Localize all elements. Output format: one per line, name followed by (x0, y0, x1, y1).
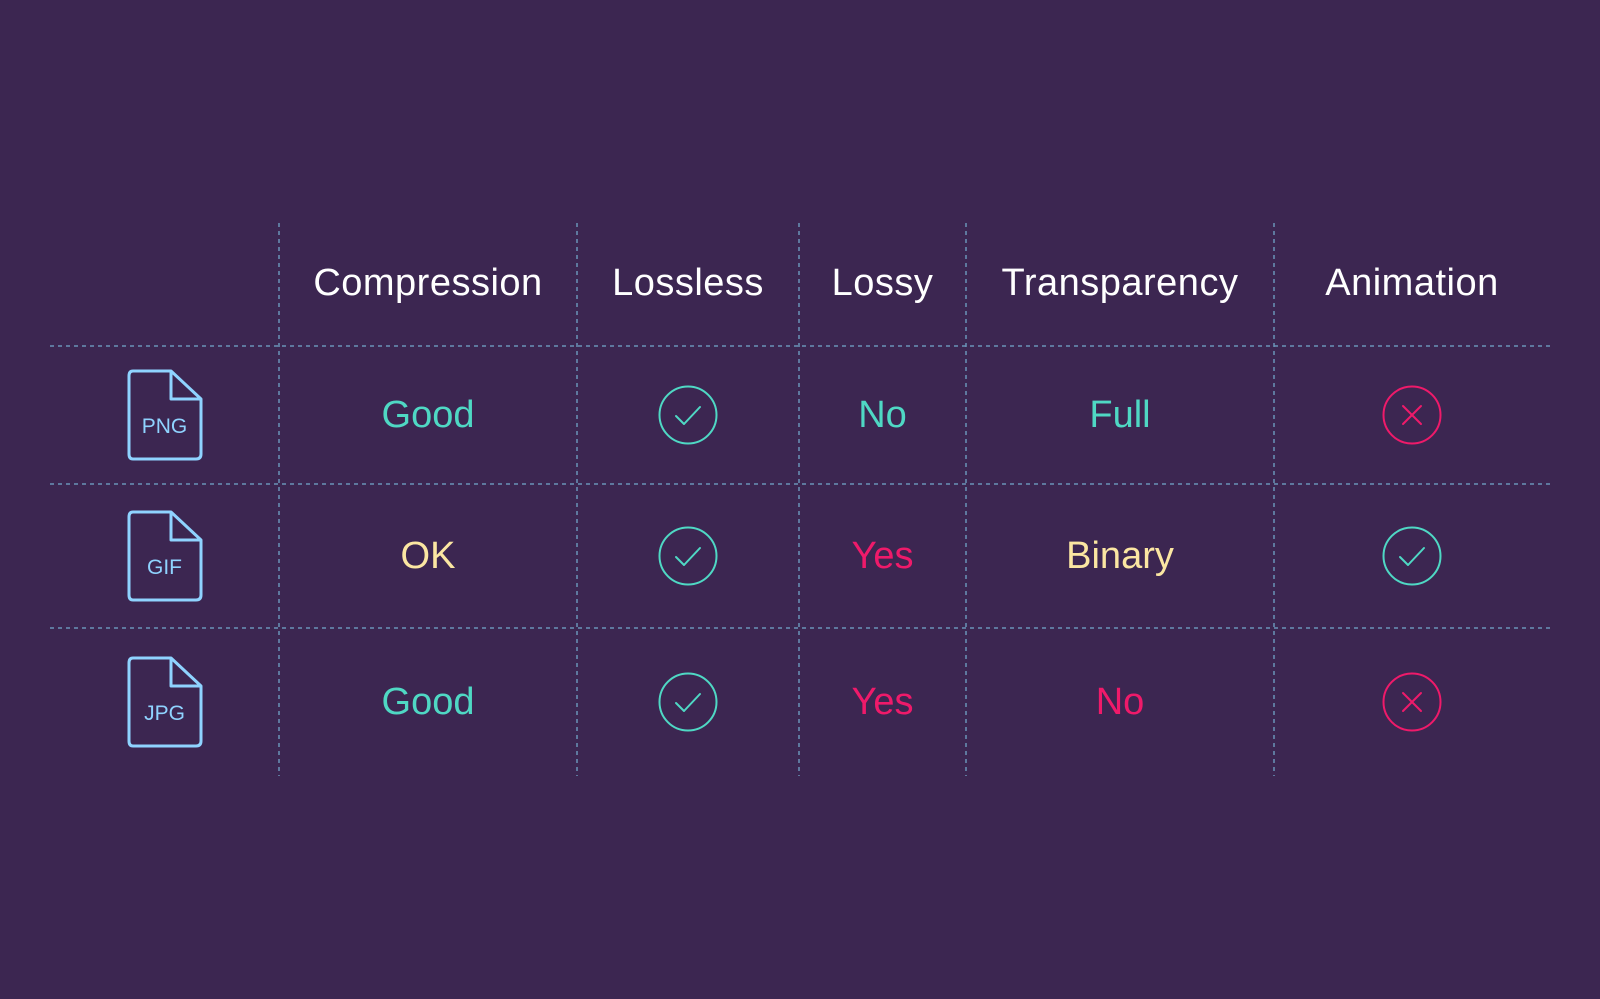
lossy-cell: No (799, 346, 966, 484)
column-header-label: Animation (1325, 262, 1499, 304)
lossy-value: Yes (851, 534, 914, 577)
transparency-cell: Full (966, 346, 1274, 484)
column-header-compression: Compression (279, 223, 577, 338)
file-format-label: PNG (141, 415, 188, 438)
file-icon: JPG (127, 656, 203, 748)
lossy-value: Yes (851, 680, 914, 723)
format-cell-jpg: JPG (50, 628, 279, 776)
compression-value: Good (381, 680, 475, 723)
column-header-animation: Animation (1274, 223, 1550, 338)
transparency-value: No (1095, 680, 1145, 723)
column-header-lossless: Lossless (577, 223, 799, 338)
format-cell-png: PNG (50, 346, 279, 484)
transparency-cell: No (966, 628, 1274, 776)
file-icon: GIF (127, 510, 203, 602)
format-cell-gif: GIF (50, 484, 279, 628)
column-header-label: Transparency (1001, 262, 1239, 304)
column-header-label: Compression (313, 262, 543, 304)
transparency-cell: Binary (966, 484, 1274, 628)
check-circle-icon (1274, 484, 1550, 628)
x-circle-icon (1274, 628, 1550, 776)
lossy-cell: Yes (799, 628, 966, 776)
check-circle-icon (577, 628, 799, 776)
compression-value: Good (381, 393, 475, 436)
lossy-value: No (858, 393, 907, 436)
column-header-transparency: Transparency (966, 223, 1274, 338)
compression-cell: OK (279, 484, 577, 628)
column-header-label: Lossless (612, 262, 764, 304)
column-header-lossy: Lossy (799, 223, 966, 338)
file-icon: PNG (127, 369, 203, 461)
check-circle-icon (577, 484, 799, 628)
check-circle-icon (577, 346, 799, 484)
compression-value: OK (400, 534, 456, 577)
lossy-cell: Yes (799, 484, 966, 628)
x-circle-icon (1274, 346, 1550, 484)
column-header-label: Lossy (831, 262, 934, 304)
transparency-value: Full (1089, 393, 1151, 436)
compression-cell: Good (279, 628, 577, 776)
file-format-label: GIF (147, 556, 182, 579)
compression-cell: Good (279, 346, 577, 484)
transparency-value: Binary (1066, 534, 1174, 577)
file-format-label: JPG (144, 702, 185, 725)
